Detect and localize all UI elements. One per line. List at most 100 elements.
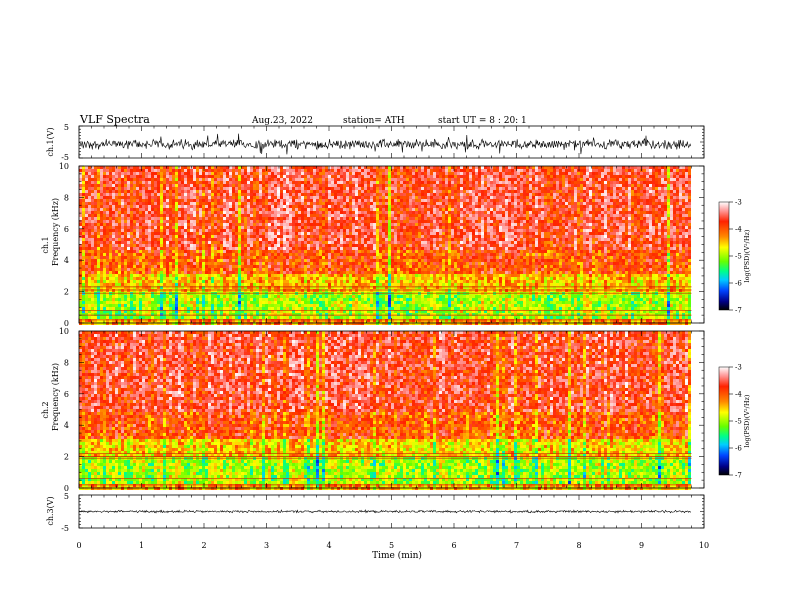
- spectrogram-cell: [238, 187, 241, 190]
- spectrogram-cell: [205, 208, 208, 211]
- spectrogram-cell: [490, 187, 493, 190]
- station-label: station= ATH: [343, 116, 405, 126]
- spectrogram-cell: [499, 175, 502, 178]
- spectrogram-cell: [133, 181, 136, 184]
- spectrogram-cell: [247, 193, 250, 196]
- spectrogram-cell: [409, 232, 412, 235]
- spectrogram-cell: [313, 178, 316, 181]
- spectrogram-cell: [655, 226, 658, 229]
- spectrogram-cell: [316, 196, 319, 199]
- spectrogram-cell: [472, 196, 475, 199]
- spectrogram-cell: [613, 202, 616, 205]
- spectrogram-cell: [328, 235, 331, 238]
- spectrogram-cell: [496, 166, 499, 169]
- spectrogram-cell: [319, 196, 322, 199]
- spectrogram-cell: [679, 181, 682, 184]
- spectrogram-cell: [565, 205, 568, 208]
- spectrogram-cell: [658, 229, 661, 232]
- spectrogram-cell: [442, 193, 445, 196]
- spectrogram-cell: [319, 166, 322, 169]
- spectrogram-cell: [616, 220, 619, 223]
- spectrogram-cell: [277, 172, 280, 175]
- spectrogram-cell: [532, 175, 535, 178]
- spectrogram-cell: [682, 220, 685, 223]
- spectrogram-cell: [145, 217, 148, 220]
- spectrogram-cell: [640, 187, 643, 190]
- spectrogram-cell: [598, 196, 601, 199]
- spectrogram-cell: [613, 226, 616, 229]
- spectrogram-cell: [184, 199, 187, 202]
- spectrogram-cell: [457, 223, 460, 226]
- spectrogram-cell: [79, 214, 82, 217]
- spectrogram-cell: [421, 217, 424, 220]
- spectrogram-cell: [505, 235, 508, 238]
- spectrogram-cell: [421, 169, 424, 172]
- spectrogram-cell: [511, 235, 514, 238]
- spectrogram-cell: [520, 196, 523, 199]
- spectrogram-cell: [355, 181, 358, 184]
- spectrogram-cell: [547, 175, 550, 178]
- spectrogram-cell: [109, 229, 112, 232]
- spectrogram-cell: [91, 196, 94, 199]
- spectrogram-cell: [262, 184, 265, 187]
- spectrogram-cell: [286, 232, 289, 235]
- spectrogram-cell: [79, 169, 82, 172]
- spectrogram-cell: [79, 166, 82, 169]
- spectrogram-cell: [325, 178, 328, 181]
- spectrogram-cell: [202, 235, 205, 238]
- spectrogram-cell: [187, 226, 190, 229]
- spectrogram-cell: [412, 175, 415, 178]
- spectrogram-cell: [208, 223, 211, 226]
- spectrogram-cell: [637, 214, 640, 217]
- spectrogram-cell: [412, 169, 415, 172]
- spectrogram-cell: [337, 208, 340, 211]
- spectrogram-cell: [229, 190, 232, 193]
- spectrogram-cell: [628, 208, 631, 211]
- spectrogram-cell: [655, 205, 658, 208]
- spectrogram-cell: [571, 214, 574, 217]
- spectrogram-cell: [232, 172, 235, 175]
- spectrogram-cell: [367, 199, 370, 202]
- spectrogram-cell: [508, 181, 511, 184]
- spectrogram-cell: [235, 202, 238, 205]
- spectrogram-cell: [379, 169, 382, 172]
- spectrogram-cell: [445, 181, 448, 184]
- spectrogram-cell: [184, 190, 187, 193]
- spectrogram-cell: [118, 193, 121, 196]
- spectrogram-cell: [634, 181, 637, 184]
- spectrogram-cell: [361, 178, 364, 181]
- spectrogram-cell: [220, 169, 223, 172]
- spectrogram-cell: [292, 196, 295, 199]
- spectrogram-cell: [376, 193, 379, 196]
- spectrogram-cell: [316, 229, 319, 232]
- spectrogram-cell: [103, 202, 106, 205]
- spectrogram-cell: [514, 193, 517, 196]
- spectrogram-cell: [430, 232, 433, 235]
- spectrogram-cell: [400, 235, 403, 238]
- spectrogram-cell: [649, 193, 652, 196]
- spectrogram-cell: [202, 220, 205, 223]
- spectrogram-cell: [397, 169, 400, 172]
- spectrogram-cell: [97, 235, 100, 238]
- spectrogram-cell: [127, 196, 130, 199]
- spectrogram-cell: [415, 211, 418, 214]
- spectrogram-cell: [325, 196, 328, 199]
- spectrogram-cell: [244, 184, 247, 187]
- spectrogram-cell: [352, 196, 355, 199]
- spectrogram-cell: [304, 211, 307, 214]
- spectrogram-cell: [292, 217, 295, 220]
- spectrogram-cell: [670, 184, 673, 187]
- spectrogram-cell: [433, 226, 436, 229]
- spectrogram-cell: [505, 187, 508, 190]
- spectrogram-cell: [163, 193, 166, 196]
- spectrogram-cell: [577, 214, 580, 217]
- spectrogram-cell: [229, 235, 232, 238]
- spectrogram-cell: [112, 205, 115, 208]
- spectrogram-cell: [343, 178, 346, 181]
- spectrogram-cell: [448, 169, 451, 172]
- spectrogram-cell: [334, 202, 337, 205]
- spectrogram-cell: [175, 193, 178, 196]
- spectrogram-cell: [625, 184, 628, 187]
- spectrogram-cell: [535, 172, 538, 175]
- spectrogram-cell: [688, 184, 691, 187]
